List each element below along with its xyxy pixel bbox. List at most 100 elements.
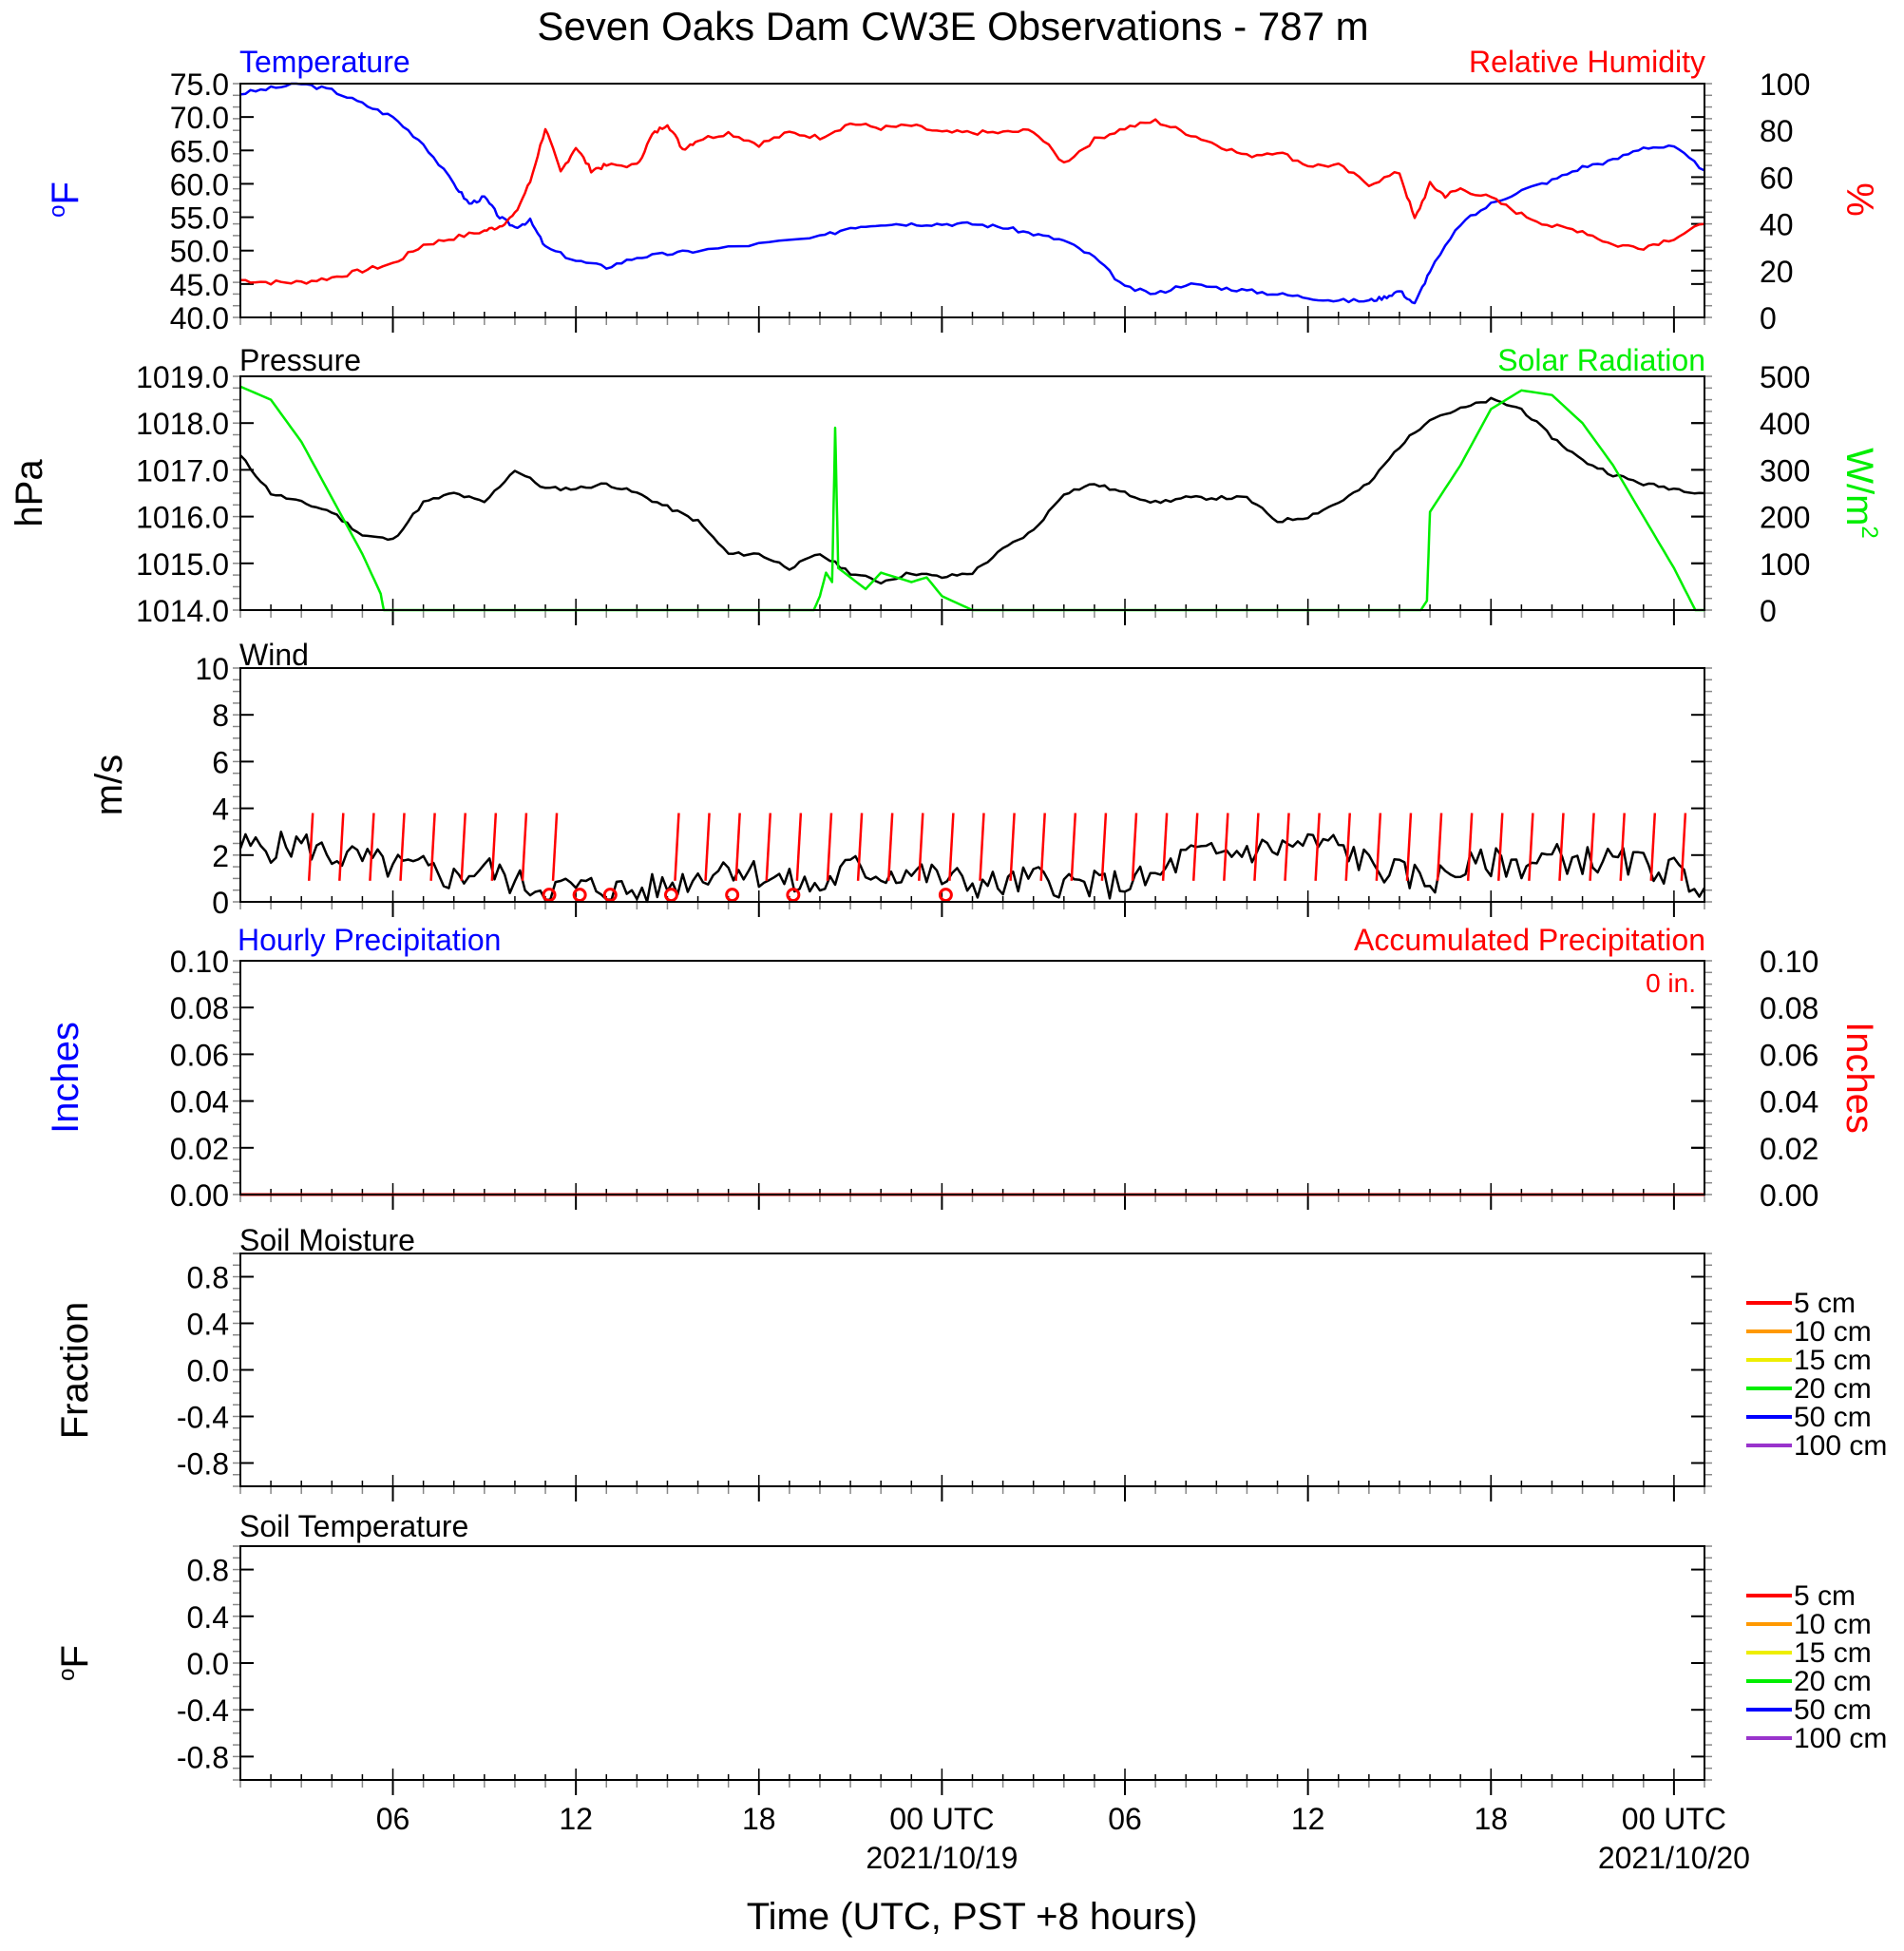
wind-barb (1558, 813, 1565, 881)
wind-barb (1405, 813, 1413, 881)
wind-barb (1131, 813, 1138, 881)
wind-barb (1009, 813, 1016, 881)
pressure-tick-label: 1019.0 (136, 360, 229, 394)
temp-tick-label: 55.0 (170, 201, 229, 236)
soil-temp-title: Soil Temperature (239, 1509, 468, 1543)
rh-tick-label: 0 (1760, 301, 1777, 335)
panel-wind: Wind 0 2 4 6 8 10 m/s (88, 638, 1712, 920)
pressure-solar-frame (239, 375, 1705, 611)
panel-temp-rh: Temperature Relative Humidity 40.045.050… (45, 45, 1880, 335)
wind-ylabel: m/s (88, 755, 130, 815)
legend-item: 15 cm (1746, 1637, 1872, 1669)
temp-tick-label: 40.0 (170, 301, 229, 335)
solar-tick-label: 300 (1760, 453, 1810, 488)
soil-temp-tick-label: 0.4 (187, 1600, 229, 1635)
x-tick-label: 12 (1291, 1802, 1325, 1836)
wind-barb (1191, 813, 1199, 881)
wind-barb (399, 813, 406, 881)
x-date-label: 2021/10/19 (866, 1841, 1018, 1875)
wind-barb (856, 813, 864, 881)
x-tick-label: 18 (742, 1802, 776, 1836)
calm-wind-marker (542, 888, 557, 903)
soil-moisture-tick-label: 0.0 (187, 1354, 229, 1388)
accum-precip-tick-label: 0.00 (1760, 1178, 1818, 1213)
legend-label: 15 cm (1794, 1637, 1872, 1669)
calm-wind-marker (725, 888, 740, 903)
legend-label: 100 cm (1794, 1723, 1887, 1754)
pressure-tick-label: 1017.0 (136, 453, 229, 488)
temp-rh-lines (239, 82, 1705, 305)
x-tick-label: 06 (1108, 1802, 1142, 1836)
x-tick-label: 12 (559, 1802, 593, 1836)
solar-tick-label: 400 (1760, 407, 1810, 441)
panel-soil-moisture: Soil Moisture -0.8 -0.4 0.0 0.4 0.8 Fraction… (54, 1223, 1887, 1502)
precip-ticks: 0.00 0.02 0.04 0.06 0.08 0.10 0.00 0.02 0.04 0.06… (170, 945, 1819, 1213)
legend-item: 50 cm (1746, 1402, 1872, 1433)
pressure-tick-label: 1014.0 (136, 594, 229, 628)
hourly-precip-tick-label: 0.08 (170, 991, 229, 1025)
wind-barb (1039, 813, 1046, 881)
wind-barb (918, 813, 924, 881)
accum-precip-tick-label: 0.10 (1760, 945, 1818, 979)
wind-lines (238, 813, 1706, 904)
x-date-label: 2021/10/20 (1598, 1841, 1750, 1875)
hourly-precip-title: Hourly Precipitation (238, 923, 501, 957)
wind-ticks: 0 2 4 6 8 10 (195, 652, 1712, 920)
legend-item: 100 cm (1746, 1723, 1887, 1754)
wind-frame (239, 667, 1705, 903)
accum-precip-tick-label: 0.08 (1760, 991, 1818, 1025)
legend-label: 15 cm (1794, 1345, 1872, 1376)
wind-barb (734, 813, 741, 881)
legend-label: 100 cm (1794, 1430, 1887, 1462)
temp-rh-frame (239, 83, 1705, 318)
pressure-tick-label: 1018.0 (136, 407, 229, 441)
x-tick-label: 18 (1474, 1802, 1508, 1836)
x-tick-label: 00 UTC (1622, 1802, 1726, 1836)
accum-precip-tick-label: 0.02 (1760, 1132, 1818, 1166)
rh-tick-label: 20 (1760, 255, 1794, 289)
soil-moisture-tick-label: 0.8 (187, 1261, 229, 1295)
wind-barb (1314, 813, 1321, 881)
time-axis: 06 12 18 00 UTC 2021/10/19 06 12 18 00 UTC 2021/1… (376, 1802, 1750, 1875)
precip-frame (239, 960, 1705, 1195)
accum-precip-tick-label: 0.04 (1760, 1085, 1818, 1119)
wind-barb (1436, 813, 1443, 881)
chart-title: Seven Oaks Dam CW3E Observations - 787 m (537, 4, 1368, 48)
soil-temp-tick-label: 0.0 (187, 1647, 229, 1681)
legend-label: 5 cm (1794, 1288, 1856, 1319)
wind-barb (674, 813, 680, 881)
legend-item: 5 cm (1746, 1288, 1856, 1319)
legend-item: 15 cm (1746, 1345, 1872, 1376)
accum-precip-total: 0 in. (1646, 968, 1696, 998)
solar-tick-label: 200 (1760, 501, 1810, 535)
soil-moisture-tick-label: -0.4 (177, 1401, 229, 1435)
wind-barb (1619, 813, 1626, 881)
legend-label: 10 cm (1794, 1609, 1872, 1640)
wind-barb (338, 813, 345, 881)
wind-tick-label: 2 (212, 839, 229, 873)
humidity-line (239, 118, 1705, 286)
wind-barb (1680, 813, 1687, 881)
pressure-solar-ticks: 1014.0 1015.0 1016.0 1017.0 1018.0 1019.0 0 100… (136, 360, 1810, 628)
legend-label: 5 cm (1794, 1580, 1856, 1612)
wind-barb (460, 813, 466, 881)
panel-precip: Hourly Precipitation Accumulated Precipi… (45, 923, 1880, 1213)
soil-moisture-title: Soil Moisture (239, 1223, 415, 1257)
panel-pressure-solar: Pressure Solar Radiation 1014.01015.0101… (9, 343, 1882, 628)
temp-title: Temperature (239, 45, 410, 79)
x-tick-label: 00 UTC (889, 1802, 994, 1836)
soil-moisture-frame (239, 1253, 1705, 1487)
wind-barb (1100, 813, 1108, 881)
calm-wind-marker (663, 888, 678, 903)
wind-barb (1223, 813, 1229, 881)
temperature-line (239, 82, 1705, 305)
solar-tick-label: 500 (1760, 360, 1810, 394)
temp-tick-label: 50.0 (170, 235, 229, 269)
precip-right-ylabel: Inches (1838, 1022, 1880, 1134)
rh-title: Relative Humidity (1469, 45, 1705, 79)
rh-tick-label: 100 (1760, 67, 1810, 102)
x-tick-label: 06 (376, 1802, 410, 1836)
wind-barb (1497, 813, 1504, 881)
calm-wind-marker (786, 888, 801, 903)
calm-wind-marker (572, 888, 587, 903)
